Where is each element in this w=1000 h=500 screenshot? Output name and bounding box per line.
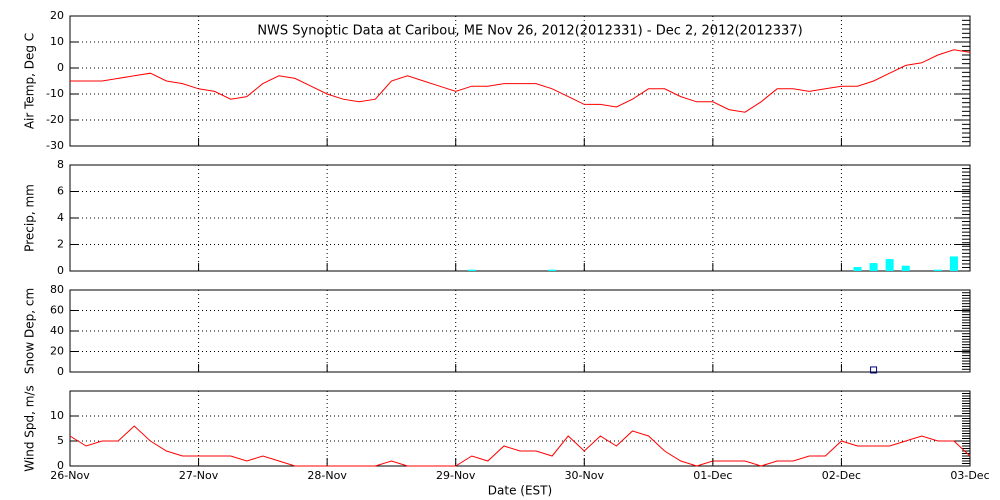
y-tick-label: 80	[50, 283, 64, 296]
y-axis-label: Air Temp, Deg C	[23, 33, 37, 129]
y-tick-label: -20	[46, 113, 64, 126]
y-tick-label: -10	[46, 87, 64, 100]
bar	[901, 265, 910, 271]
y-tick-label: 5	[57, 434, 64, 447]
y-tick-label: 20	[50, 9, 64, 22]
bar	[949, 256, 958, 271]
x-tick-label: 26-Nov	[50, 469, 90, 482]
y-tick-label: 0	[57, 459, 64, 472]
plot-frame	[69, 164, 971, 272]
x-axis-label: Date (EST)	[488, 484, 552, 498]
plot-frame	[69, 289, 971, 373]
x-tick-label: 27-Nov	[179, 469, 219, 482]
bar	[885, 259, 894, 271]
x-tick-label: 30-Nov	[565, 469, 605, 482]
bar	[548, 269, 557, 271]
y-tick-label: -30	[46, 139, 64, 152]
y-tick-label: 4	[57, 211, 64, 224]
bar	[467, 269, 476, 271]
y-tick-label: 10	[50, 35, 64, 48]
y-tick-label: 0	[57, 61, 64, 74]
y-tick-label: 10	[50, 409, 64, 422]
y-axis-label: Wind Spd, m/s	[23, 385, 37, 471]
bar	[853, 267, 862, 271]
y-tick-label: 0	[57, 365, 64, 378]
data-line	[70, 49, 971, 113]
y-axis-label: Snow Dep, cm	[23, 288, 37, 374]
bar	[933, 269, 942, 271]
x-tick-label: 02-Dec	[822, 469, 861, 482]
y-tick-label: 0	[57, 264, 64, 277]
y-tick-label: 20	[50, 345, 64, 358]
y-tick-label: 8	[57, 158, 64, 171]
x-tick-label: 01-Dec	[693, 469, 732, 482]
y-axis-label: Precip, mm	[23, 184, 37, 252]
x-tick-label: 29-Nov	[436, 469, 476, 482]
point	[870, 366, 878, 374]
x-tick-label: 03-Dec	[950, 469, 989, 482]
bar	[869, 263, 878, 271]
y-tick-label: 2	[57, 238, 64, 251]
plot-frame	[69, 390, 971, 467]
y-tick-label: 40	[50, 324, 64, 337]
x-tick-label: 28-Nov	[307, 469, 347, 482]
y-tick-label: 6	[57, 185, 64, 198]
chart-title: NWS Synoptic Data at Caribou, ME Nov 26,…	[257, 24, 802, 39]
y-tick-label: 60	[50, 304, 64, 317]
data-line	[69, 425, 971, 467]
